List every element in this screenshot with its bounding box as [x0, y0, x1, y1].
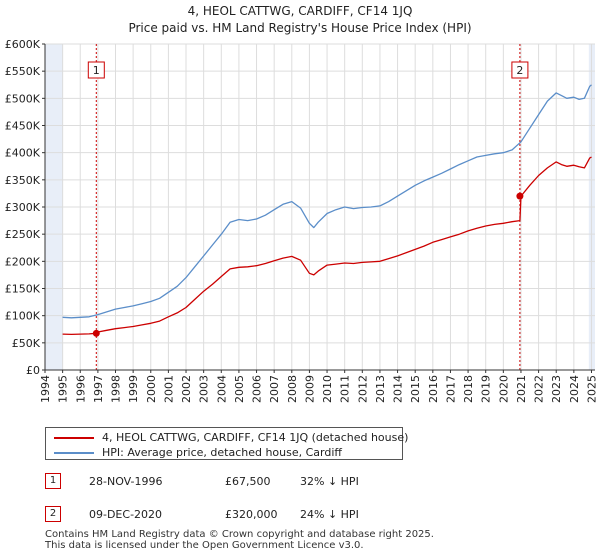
- sale-point-2: [516, 192, 524, 200]
- y-tick-label: £350K: [5, 174, 41, 187]
- sale-points: [92, 192, 524, 337]
- x-tick-label: 1999: [127, 375, 140, 403]
- y-tick-label: £150K: [5, 283, 41, 296]
- x-tick-label: 2025: [585, 375, 598, 403]
- sale-hpi-2: 24% ↓ HPI: [300, 508, 359, 521]
- y-tick-label: £50K: [12, 337, 41, 350]
- x-tick-label: 1998: [110, 375, 123, 403]
- sale-hpi-1: 32% ↓ HPI: [300, 475, 359, 488]
- x-tick-label: 1997: [92, 375, 105, 403]
- x-tick-label: 2012: [356, 375, 369, 403]
- x-tick-label: 2011: [339, 375, 352, 403]
- x-tick-label: 2008: [286, 375, 299, 403]
- y-tick-label: £500K: [5, 92, 41, 105]
- x-tick-label: 2006: [251, 375, 264, 403]
- sale-price-2: £320,000: [225, 508, 278, 521]
- axes: £0 £50K £100K £150K £200K £250K £300K £350K £400…: [5, 38, 599, 403]
- x-tick-label: 2015: [409, 375, 422, 403]
- sale-price-1: £67,500: [225, 475, 271, 488]
- y-tick-label: £200K: [5, 255, 41, 268]
- x-tick-label: 2001: [162, 375, 175, 403]
- gridlines: [44, 43, 595, 371]
- x-tick-label: 2020: [497, 375, 510, 403]
- y-tick-label: £400K: [5, 147, 41, 160]
- x-tick-label: 1994: [39, 375, 52, 403]
- legend-label-price: 4, HEOL CATTWG, CARDIFF, CF14 1JQ (detac…: [102, 431, 409, 444]
- x-tick-label: 2019: [480, 375, 493, 403]
- chart-title: 4, HEOL CATTWG, CARDIFF, CF14 1JQ: [187, 4, 413, 18]
- sale-badge-1: 1: [45, 473, 61, 489]
- x-tick-label: 2002: [180, 375, 193, 403]
- sale-date-2: 09-DEC-2020: [89, 508, 163, 521]
- x-tick-label: 2004: [215, 375, 228, 403]
- x-tick-label: 2023: [550, 375, 563, 403]
- x-tick-label: 2007: [268, 375, 281, 403]
- x-tick-label: 2009: [303, 375, 316, 403]
- footer: Contains HM Land Registry data © Crown c…: [45, 529, 434, 551]
- legend-swatch-hpi: [54, 452, 94, 454]
- y-tick-label: £300K: [5, 201, 41, 214]
- sale-badge-2: 2: [45, 506, 61, 522]
- y-tick-label: £450K: [5, 120, 41, 133]
- sale-marker-box-2: [511, 61, 529, 79]
- footer-line-2: This data is licensed under the Open Gov…: [45, 540, 364, 551]
- x-tick-label: 1995: [57, 375, 70, 403]
- chart-title-block: 4, HEOL CATTWG, CARDIFF, CF14 1JQ Price …: [0, 3, 600, 37]
- x-tick-label: 2005: [233, 375, 246, 403]
- sale-marker-label-1: 1: [93, 64, 100, 77]
- x-tick-label: 2013: [374, 375, 387, 403]
- y-tick-label: £600K: [5, 38, 41, 51]
- x-tick-label: 2014: [392, 375, 405, 403]
- chart-subtitle: Price paid vs. HM Land Registry's House …: [128, 21, 472, 35]
- x-tick-label: 2000: [145, 375, 158, 403]
- series-line-hpi: [62, 84, 592, 319]
- x-tick-label: 2017: [444, 375, 457, 403]
- x-tick-label: 2003: [198, 375, 211, 403]
- sale-point-1: [92, 329, 100, 337]
- footer-line-1: Contains HM Land Registry data © Crown c…: [45, 529, 434, 540]
- x-tick-label: 2024: [568, 375, 581, 403]
- x-tick-label: 2018: [462, 375, 475, 403]
- legend: 4, HEOL CATTWG, CARDIFF, CF14 1JQ (detac…: [45, 427, 408, 460]
- y-tick-label: £0: [26, 364, 40, 377]
- y-tick-label: £250K: [5, 228, 41, 241]
- x-tick-label: 2021: [515, 375, 528, 403]
- sale-date-1: 28-NOV-1996: [89, 475, 163, 488]
- sale-marker-box-1: [87, 61, 105, 79]
- y-tick-label: £550K: [5, 65, 41, 78]
- sale-marker-label-2: 2: [516, 64, 523, 77]
- x-tick-label: 2016: [427, 375, 440, 403]
- x-tick-label: 2010: [321, 375, 334, 403]
- x-tick-label: 2022: [533, 375, 546, 403]
- legend-label-hpi: HPI: Average price, detached house, Card…: [102, 446, 342, 459]
- legend-swatch-price: [54, 437, 94, 439]
- y-tick-label: £100K: [5, 310, 41, 323]
- x-tick-label: 1996: [74, 375, 87, 403]
